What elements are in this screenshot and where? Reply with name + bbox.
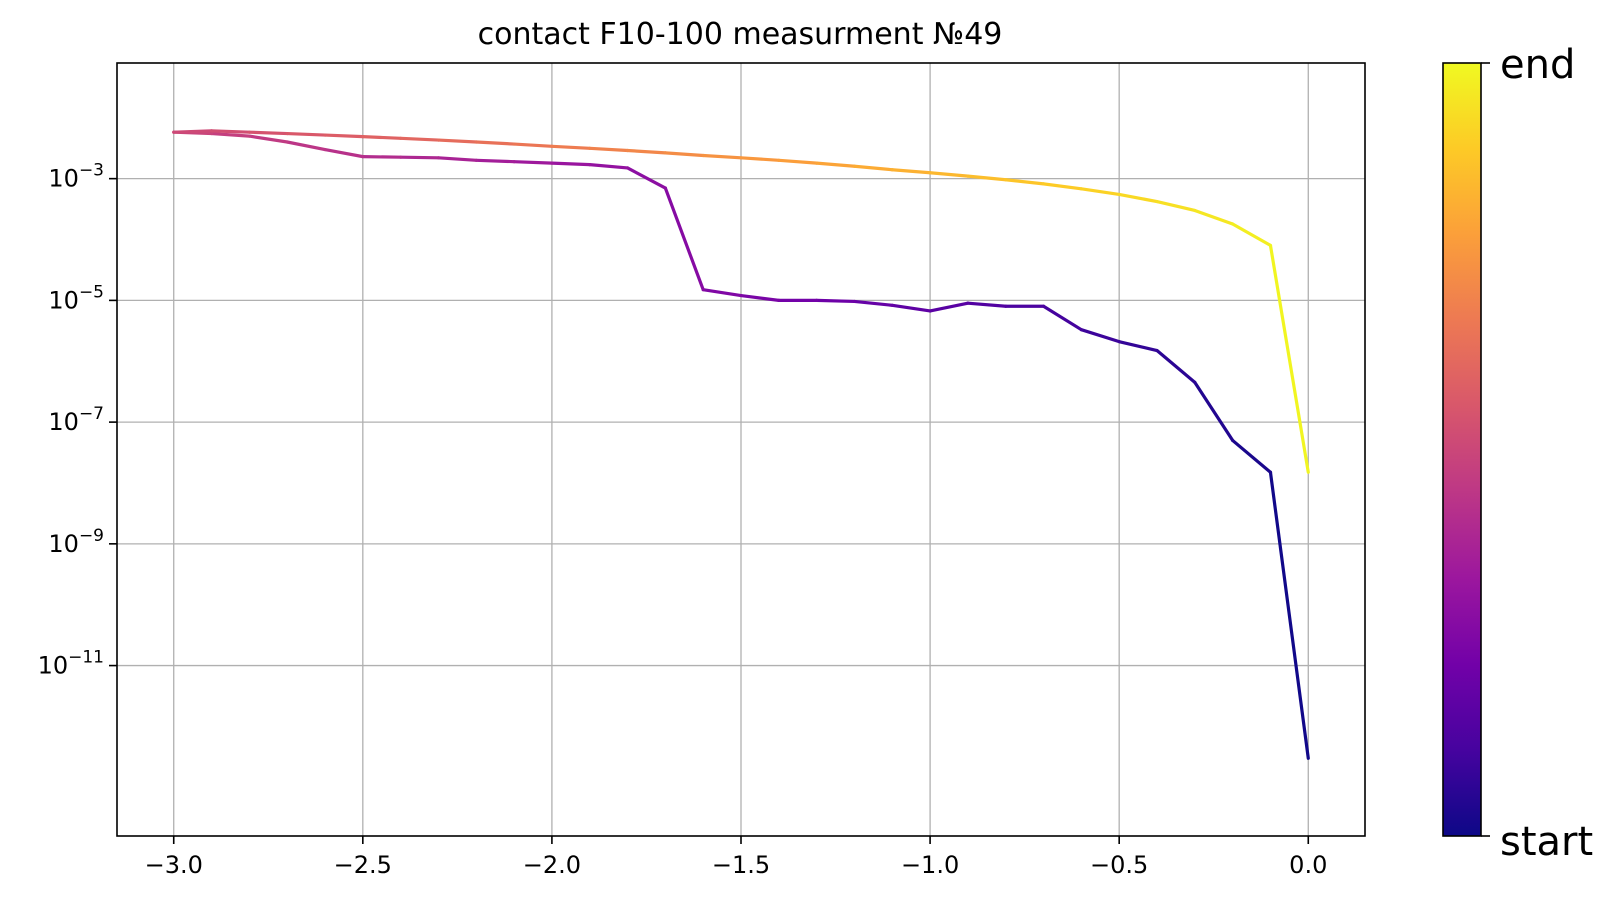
series-segment [701,288,743,298]
x-tick-label: −0.5 [1090,851,1148,879]
series-segment [739,156,781,162]
series-segment [172,129,214,134]
x-tick-label: −2.0 [523,851,581,879]
series-segment [436,138,478,144]
x-tick-label: −2.5 [334,851,392,879]
y-tick-label: 10−9 [48,526,104,558]
x-tick-label: −1.5 [712,851,770,879]
y-tick-label: 10−11 [38,648,104,680]
series-segment [436,156,478,162]
series-segment [1117,340,1159,353]
series-segment [1004,178,1046,186]
series-segment [247,130,289,136]
series-segment [247,134,289,144]
colorbar-gradient [1442,62,1482,837]
series-segment [323,148,365,159]
series-segment [1041,304,1083,332]
grid [117,63,1365,836]
series-segment [1268,243,1310,474]
series-segment [474,158,516,164]
y-tick-label: 10−7 [48,404,104,436]
series-segment [1231,438,1273,474]
series-segment [588,163,630,170]
series-segment [1117,192,1159,204]
series-segment [323,133,365,139]
colorbar-label-start: start [1500,819,1593,865]
series-segment [890,168,932,175]
series-segment [550,161,592,167]
series-segment [474,140,516,146]
series-segment [1041,182,1083,191]
series-segment [1231,222,1273,248]
series-segment [701,153,743,160]
series-segment [588,146,630,153]
series-segment [399,136,441,142]
series-line [172,129,1310,760]
series-segment [550,144,592,150]
series-segment [361,135,403,140]
series-segment [1155,199,1197,213]
series-segment [890,303,932,313]
series-segment [815,298,857,304]
y-tick-label: 10−3 [48,161,104,193]
x-axis: −3.0 −2.5 −2.0 −1.5 −1.0 −0.5 0.0 [145,836,1327,879]
series-segment [928,301,970,313]
x-tick-label: −1.0 [901,851,959,879]
series-segment [209,131,251,138]
series-segment [625,148,667,155]
series-segment [512,142,554,148]
colorbar: end start [1442,42,1593,865]
series-segment [966,174,1008,182]
colorbar-label-end: end [1500,42,1575,88]
series-segment [739,293,781,302]
series-segment [852,164,894,172]
series-segment [512,160,554,165]
series-segment [1268,470,1310,760]
series-segment [1155,348,1197,384]
series-segment [285,131,327,137]
series-segment [285,140,327,152]
series-segment [1193,208,1235,226]
chart-title: contact F10-100 measurment №49 [478,17,1003,52]
x-tick-label: 0.0 [1289,851,1327,879]
series-segment [625,166,667,190]
series-segment [399,155,441,160]
series-segment [966,301,1008,308]
series-segment [1079,187,1121,197]
series-segment [1079,328,1121,344]
series-segment [852,299,894,307]
y-axis: 10−3 10−5 10−7 10−9 10−11 [38,161,117,680]
series-segment [815,161,857,168]
series-segment [663,151,705,158]
series-segment [1193,380,1235,443]
x-tick-label: −3.0 [145,851,203,879]
series-segment [663,186,705,292]
series-segment [361,155,403,159]
series-segment [209,129,251,134]
y-tick-label: 10−5 [48,282,104,314]
series-segment [777,158,819,165]
series-segment [928,171,970,178]
